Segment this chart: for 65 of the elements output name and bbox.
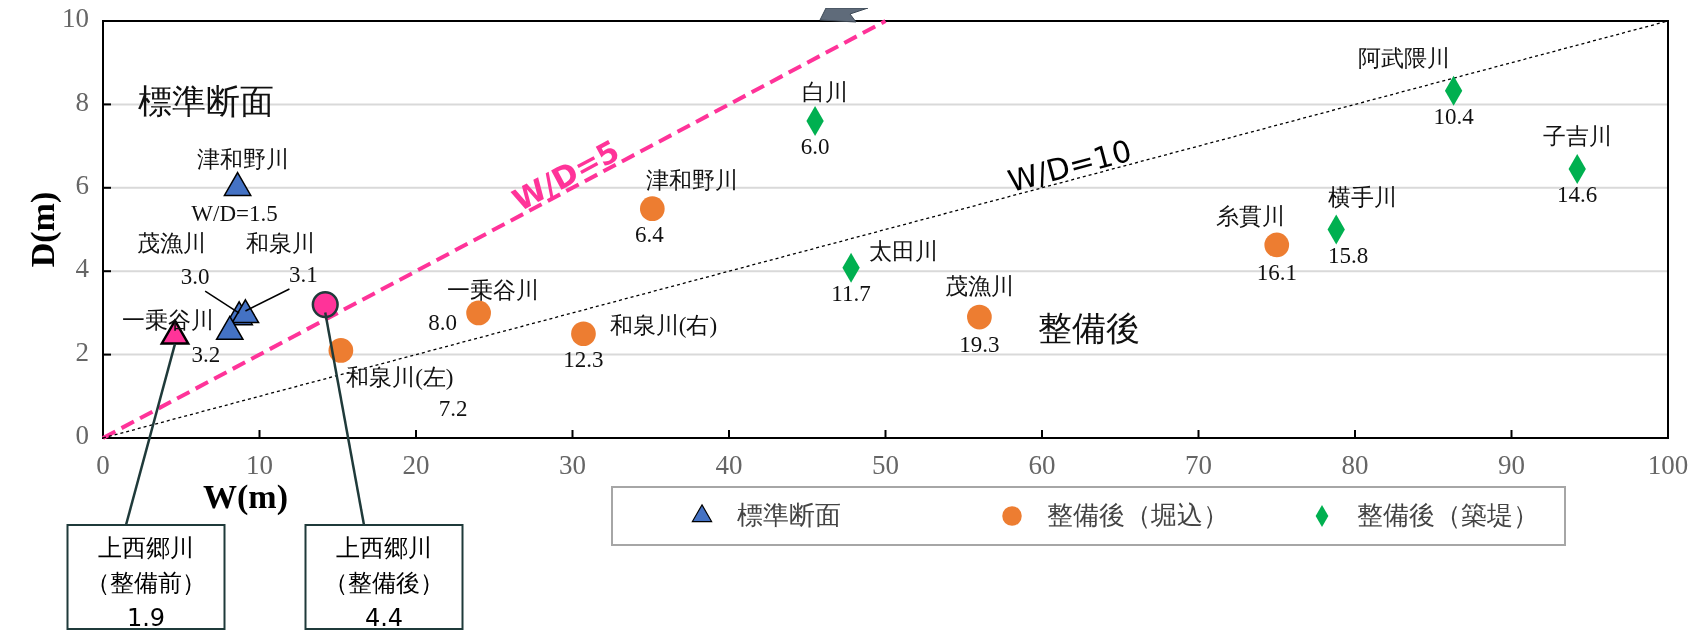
text: 1.9 [126, 604, 166, 632]
legend-label: 整備後（堀込） [1047, 499, 1229, 530]
annotation: 3.1 [289, 262, 318, 288]
annotation: 10.4 [1433, 103, 1475, 129]
y-tick-label: 4 [75, 253, 90, 284]
y-tick-label: 8 [75, 86, 89, 117]
annotation: 15.8 [1328, 242, 1369, 268]
x-tick-label: 90 [1498, 450, 1525, 480]
y-axis-title: D(m) [23, 191, 62, 268]
x-tick-label: 100 [1647, 450, 1689, 480]
text: W/D=10 [1004, 132, 1136, 200]
annotation: 19.3 [959, 332, 1000, 358]
annotation: 8.0 [428, 310, 457, 336]
x-tick-label: 0 [96, 450, 110, 480]
annotation: 茂漁川 [136, 231, 206, 257]
annotation: 上西郷川（整備前） [86, 534, 206, 597]
point [571, 321, 596, 347]
annotation: 整備後 [1038, 308, 1140, 348]
point [311, 290, 339, 319]
annotation: 津和野川 [646, 167, 739, 193]
annotation: 6.0 [800, 134, 830, 160]
x-tick-label: 10 [246, 450, 273, 480]
point [466, 300, 491, 326]
legend-label: 標準断面 [737, 499, 841, 530]
annotation: 一乗谷川 [121, 307, 214, 333]
y-tick-label: 0 [75, 420, 89, 451]
annotation: 標準断面 [138, 81, 274, 121]
annotation: 糸貫川 [1216, 204, 1286, 230]
x-tick-label: 60 [1028, 450, 1056, 480]
point [1264, 232, 1290, 258]
annotation: 津和野川 [196, 147, 289, 173]
annotation: 14.6 [1557, 182, 1598, 208]
point [639, 196, 665, 221]
y-tick-label: 2 [75, 336, 89, 367]
annotation: 横手川 [1327, 184, 1397, 210]
x-tick-label: 70 [1185, 450, 1212, 480]
annotation: W/D=1.5 [191, 201, 278, 227]
annotation: 7.2 [438, 396, 468, 422]
annotation: 太田川 [868, 239, 938, 265]
annotation: 16.1 [1256, 260, 1297, 286]
x-tick-label: 30 [559, 450, 586, 480]
annotation: 3.2 [191, 341, 221, 367]
y-tick-label: 6 [75, 170, 89, 200]
annotation: 白川 [802, 80, 849, 106]
annotation: 12.3 [563, 347, 604, 373]
x-axis-title: W(m) [203, 478, 288, 516]
annotation: 和泉川(左) [346, 364, 454, 390]
annotation: 一乗谷川 [446, 278, 539, 304]
y-tick-label: 10 [62, 3, 89, 34]
x-tick-label: 80 [1341, 450, 1369, 480]
legend-label: 整備後（築堤） [1357, 499, 1539, 530]
annotation: 阿武隈川 [1357, 45, 1450, 71]
annotation: 上西郷川（整備後） [324, 534, 444, 597]
x-tick-label: 50 [872, 450, 899, 480]
annotation: 3.0 [180, 264, 210, 290]
x-tick-label: 40 [715, 450, 743, 480]
annotation: 和泉川(右) [609, 313, 718, 339]
point [967, 304, 992, 330]
annotation: 茂漁川 [944, 274, 1014, 300]
x-tick-label: 20 [402, 450, 430, 480]
annotation: 子吉川 [1542, 124, 1612, 150]
annotation: 11.7 [831, 281, 871, 307]
text: 4.4 [364, 604, 404, 632]
annotation: 6.4 [634, 221, 665, 247]
annotation: 和泉川 [245, 231, 315, 257]
